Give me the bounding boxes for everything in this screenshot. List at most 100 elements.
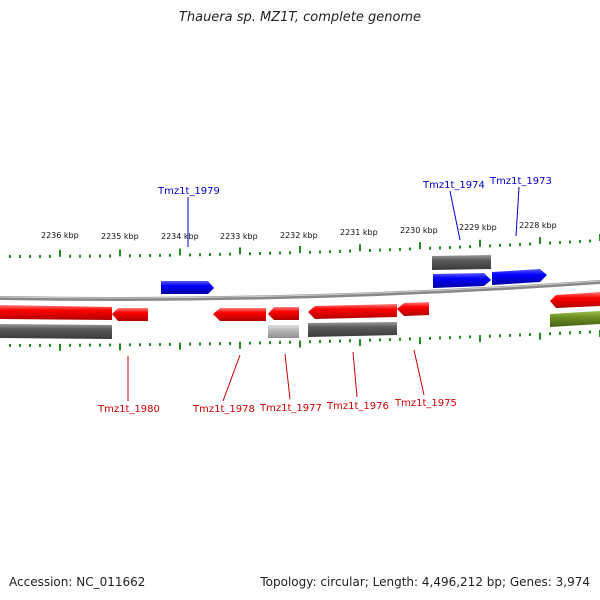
scale-tick-major (239, 247, 241, 255)
scale-tick-minor (279, 251, 281, 255)
scale-tick-minor (189, 253, 191, 257)
scale-tick-minor (409, 247, 411, 251)
gene-label-tmz1t-1974[interactable]: Tmz1t_1974 (422, 180, 485, 191)
scale-tick-major (359, 244, 361, 252)
feature-grey[interactable] (308, 322, 397, 337)
scale-label: 2236 kbp (41, 231, 79, 240)
scale-tick-minor (39, 254, 41, 258)
scale-tick-minor (159, 253, 161, 257)
scale-tick-minor (309, 340, 311, 344)
scale-tick-minor (99, 254, 101, 258)
scale-tick-minor (389, 248, 391, 252)
scale-tick-minor (449, 246, 451, 249)
scale-tick-minor (89, 343, 91, 347)
gene-label-tmz1t-1975[interactable]: Tmz1t_1975 (394, 398, 457, 409)
feature-misc[interactable] (550, 311, 600, 327)
scale-tick-minor (159, 343, 161, 347)
scale-tick-minor (389, 338, 391, 342)
gene-tmz1t-1977[interactable] (268, 307, 299, 320)
scale-tick-minor (229, 341, 231, 345)
scale-tick-major (299, 340, 301, 348)
scale-tick-minor (339, 249, 341, 253)
scale-tick-minor (369, 248, 371, 252)
scale-ticks-bottom (9, 330, 600, 351)
scale-tick-minor (569, 331, 571, 335)
gene-tmz1t-1979[interactable] (161, 281, 214, 294)
scale-tick-minor (139, 254, 141, 258)
scale-label: 2235 kbp (101, 232, 139, 241)
scale-tick-minor (339, 339, 341, 343)
scale-tick-minor (369, 338, 371, 342)
gene-label-tmz1t-1978[interactable]: Tmz1t_1978 (192, 404, 255, 415)
gene-tmz1t-1978[interactable] (213, 308, 266, 321)
scale-label: 2229 kbp (459, 223, 497, 232)
scale-label: 2228 kbp (519, 221, 557, 230)
scale-tick-major (479, 335, 481, 343)
scale-tick-minor (99, 343, 101, 347)
scale-tick-minor (269, 341, 271, 345)
scale-tick-minor (269, 251, 271, 255)
scale-tick-minor (49, 343, 51, 347)
gene-label-tmz1t-1979[interactable]: Tmz1t_1979 (157, 186, 220, 197)
scale-tick-minor (199, 342, 201, 346)
scale-tick-minor (589, 330, 591, 334)
scale-tick-minor (219, 342, 221, 346)
gene-tmz1t-1975[interactable] (397, 302, 429, 316)
gene-tmz1t-1974[interactable] (433, 273, 491, 288)
scale-tick-minor (9, 254, 11, 258)
scale-tick-minor (279, 340, 281, 344)
scale-tick-minor (399, 247, 401, 251)
scale-tick-minor (289, 340, 291, 344)
scale-tick-minor (289, 251, 291, 255)
scale-tick-major (119, 343, 121, 351)
scale-tick-minor (189, 342, 191, 346)
gene-label-tmz1t-1973[interactable]: Tmz1t_1973 (489, 176, 552, 187)
scale-tick-minor (29, 343, 31, 347)
feature-track-upper (432, 255, 491, 270)
feature-rna[interactable] (268, 325, 299, 338)
scale-tick-minor (459, 245, 461, 249)
leader-line (449, 190, 461, 241)
scale-tick-minor (519, 242, 521, 246)
accession-label: Accession: NC_011662 (9, 575, 146, 589)
scale-tick-minor (219, 252, 221, 256)
scale-label: 2231 kbp (340, 228, 378, 237)
scale-tick-minor (449, 336, 451, 340)
gene-tmz1t-1973[interactable] (492, 269, 547, 285)
scale-tick-minor (329, 339, 331, 343)
feature-grey[interactable] (432, 255, 491, 270)
scale-tick-major (179, 342, 181, 350)
scale-tick-minor (349, 339, 351, 343)
scale-tick-minor (109, 343, 111, 347)
feature-track-lower (0, 311, 600, 339)
scale-tick-minor (29, 254, 31, 258)
leader-line (284, 353, 291, 400)
gene-label-tmz1t-1977[interactable]: Tmz1t_1977 (259, 403, 322, 414)
gene-tmz1t-1980-a[interactable] (0, 305, 112, 320)
scale-tick-minor (489, 334, 491, 338)
gene-label-tmz1t-1980[interactable]: Tmz1t_1980 (97, 404, 160, 415)
scale-tick-minor (499, 243, 501, 247)
scale-tick-minor (319, 250, 321, 254)
gene-tmz1t-1980[interactable] (112, 308, 148, 321)
feature-grey[interactable] (0, 324, 112, 339)
scale-tick-minor (509, 243, 511, 247)
genome-summary: Topology: circular; Length: 4,496,212 bp… (260, 575, 590, 589)
forward-strand-genes (161, 269, 547, 294)
scale-tick-minor (169, 253, 171, 257)
scale-tick-minor (209, 342, 211, 346)
scale-tick-minor (459, 335, 461, 339)
scale-tick-major (539, 237, 541, 245)
gene-tmz1t-1976[interactable] (308, 304, 397, 319)
gene-label-tmz1t-1976[interactable]: Tmz1t_1976 (326, 401, 389, 412)
scale-label: 2233 kbp (220, 232, 258, 241)
scale-tick-minor (209, 253, 211, 257)
scale-label: 2230 kbp (400, 226, 438, 235)
scale-tick-minor (319, 340, 321, 344)
scale-tick-minor (109, 254, 111, 258)
scale-tick-minor (169, 342, 171, 346)
gene-red-right[interactable] (550, 292, 600, 308)
scale-tick-minor (439, 246, 441, 250)
scale-tick-minor (79, 254, 81, 258)
